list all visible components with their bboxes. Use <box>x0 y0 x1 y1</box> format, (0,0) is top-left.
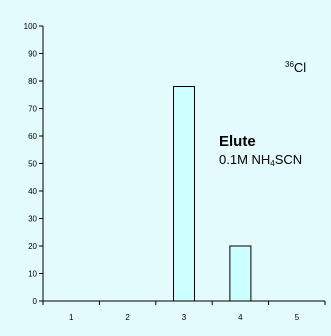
eluent-suffix: SCN <box>274 152 303 167</box>
y-tick-label-60: 60 <box>28 132 37 141</box>
x-tick-label-1: 1 <box>69 313 74 322</box>
bar-4 <box>229 245 252 302</box>
y-tick-label-90: 90 <box>28 50 37 59</box>
y-tick-label-10: 10 <box>28 270 37 279</box>
eluent-subscript: 4 <box>270 159 275 168</box>
eluent-prefix: 0.1M NH <box>219 152 271 167</box>
y-tick-label-0: 0 <box>33 297 38 306</box>
y-tick-label-70: 70 <box>28 105 37 114</box>
bars <box>173 86 252 302</box>
elute-title: Elute <box>219 133 256 150</box>
isotope-mass: 36 <box>285 60 294 69</box>
y-tick-label-100: 100 <box>24 22 38 31</box>
x-tick-label-2: 2 <box>125 313 130 322</box>
isotope-label: 36Cl <box>285 60 306 75</box>
y-tick-label-40: 40 <box>28 187 37 196</box>
y-tick-label-80: 80 <box>28 77 37 86</box>
y-tick-label-20: 20 <box>28 242 37 251</box>
y-axis: 0 10 20 30 40 50 60 70 80 90 100 <box>24 22 44 306</box>
bar-3 <box>173 86 195 302</box>
x-axis: 1 2 3 4 5 <box>42 300 326 322</box>
x-tick-label-3: 3 <box>182 313 187 322</box>
y-tick-label-30: 30 <box>28 215 37 224</box>
y-tick-label-50: 50 <box>28 160 37 169</box>
isotope-symbol: Cl <box>293 60 307 75</box>
x-tick-label-4: 4 <box>238 313 243 322</box>
x-tick-label-5: 5 <box>295 313 300 322</box>
eluent-label: 0.1M NH4SCN <box>219 152 302 168</box>
